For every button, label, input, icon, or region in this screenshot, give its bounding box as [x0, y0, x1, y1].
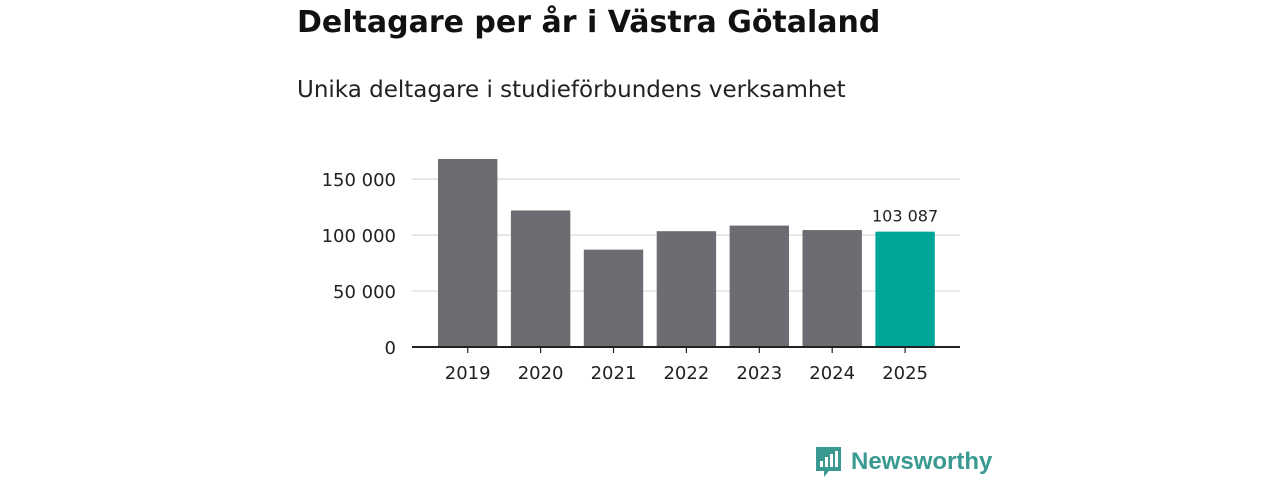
brand-logo: Newsworthy	[815, 446, 992, 478]
y-tick-label: 150 000	[322, 170, 396, 191]
bar-2020	[510, 210, 571, 347]
x-tick-label: 2020	[518, 363, 564, 384]
y-tick-label: 0	[385, 338, 396, 359]
chart-title: Deltagare per år i Västra Götaland	[297, 5, 881, 40]
brand-name: Newsworthy	[851, 448, 993, 475]
y-tick-label: 50 000	[333, 282, 396, 303]
x-tick-label: 2023	[736, 363, 782, 384]
chart-subtitle: Unika deltagare i studieförbundens verks…	[297, 77, 846, 103]
x-tick-label: 2019	[445, 363, 491, 384]
bar-2024	[802, 230, 862, 347]
x-tick-label: 2021	[591, 363, 637, 384]
bar-2019	[438, 159, 498, 347]
y-tick-label: 100 000	[322, 226, 396, 247]
data-label: 103 087	[872, 207, 938, 226]
bar-2021	[583, 249, 644, 347]
x-tick-label: 2025	[882, 363, 928, 384]
x-tick-label: 2022	[663, 363, 709, 384]
bar-2022	[656, 231, 717, 347]
newsworthy-logo-icon	[816, 447, 841, 477]
bar-2023	[729, 225, 789, 347]
bar-2025	[875, 231, 935, 347]
x-tick-label: 2024	[809, 363, 855, 384]
